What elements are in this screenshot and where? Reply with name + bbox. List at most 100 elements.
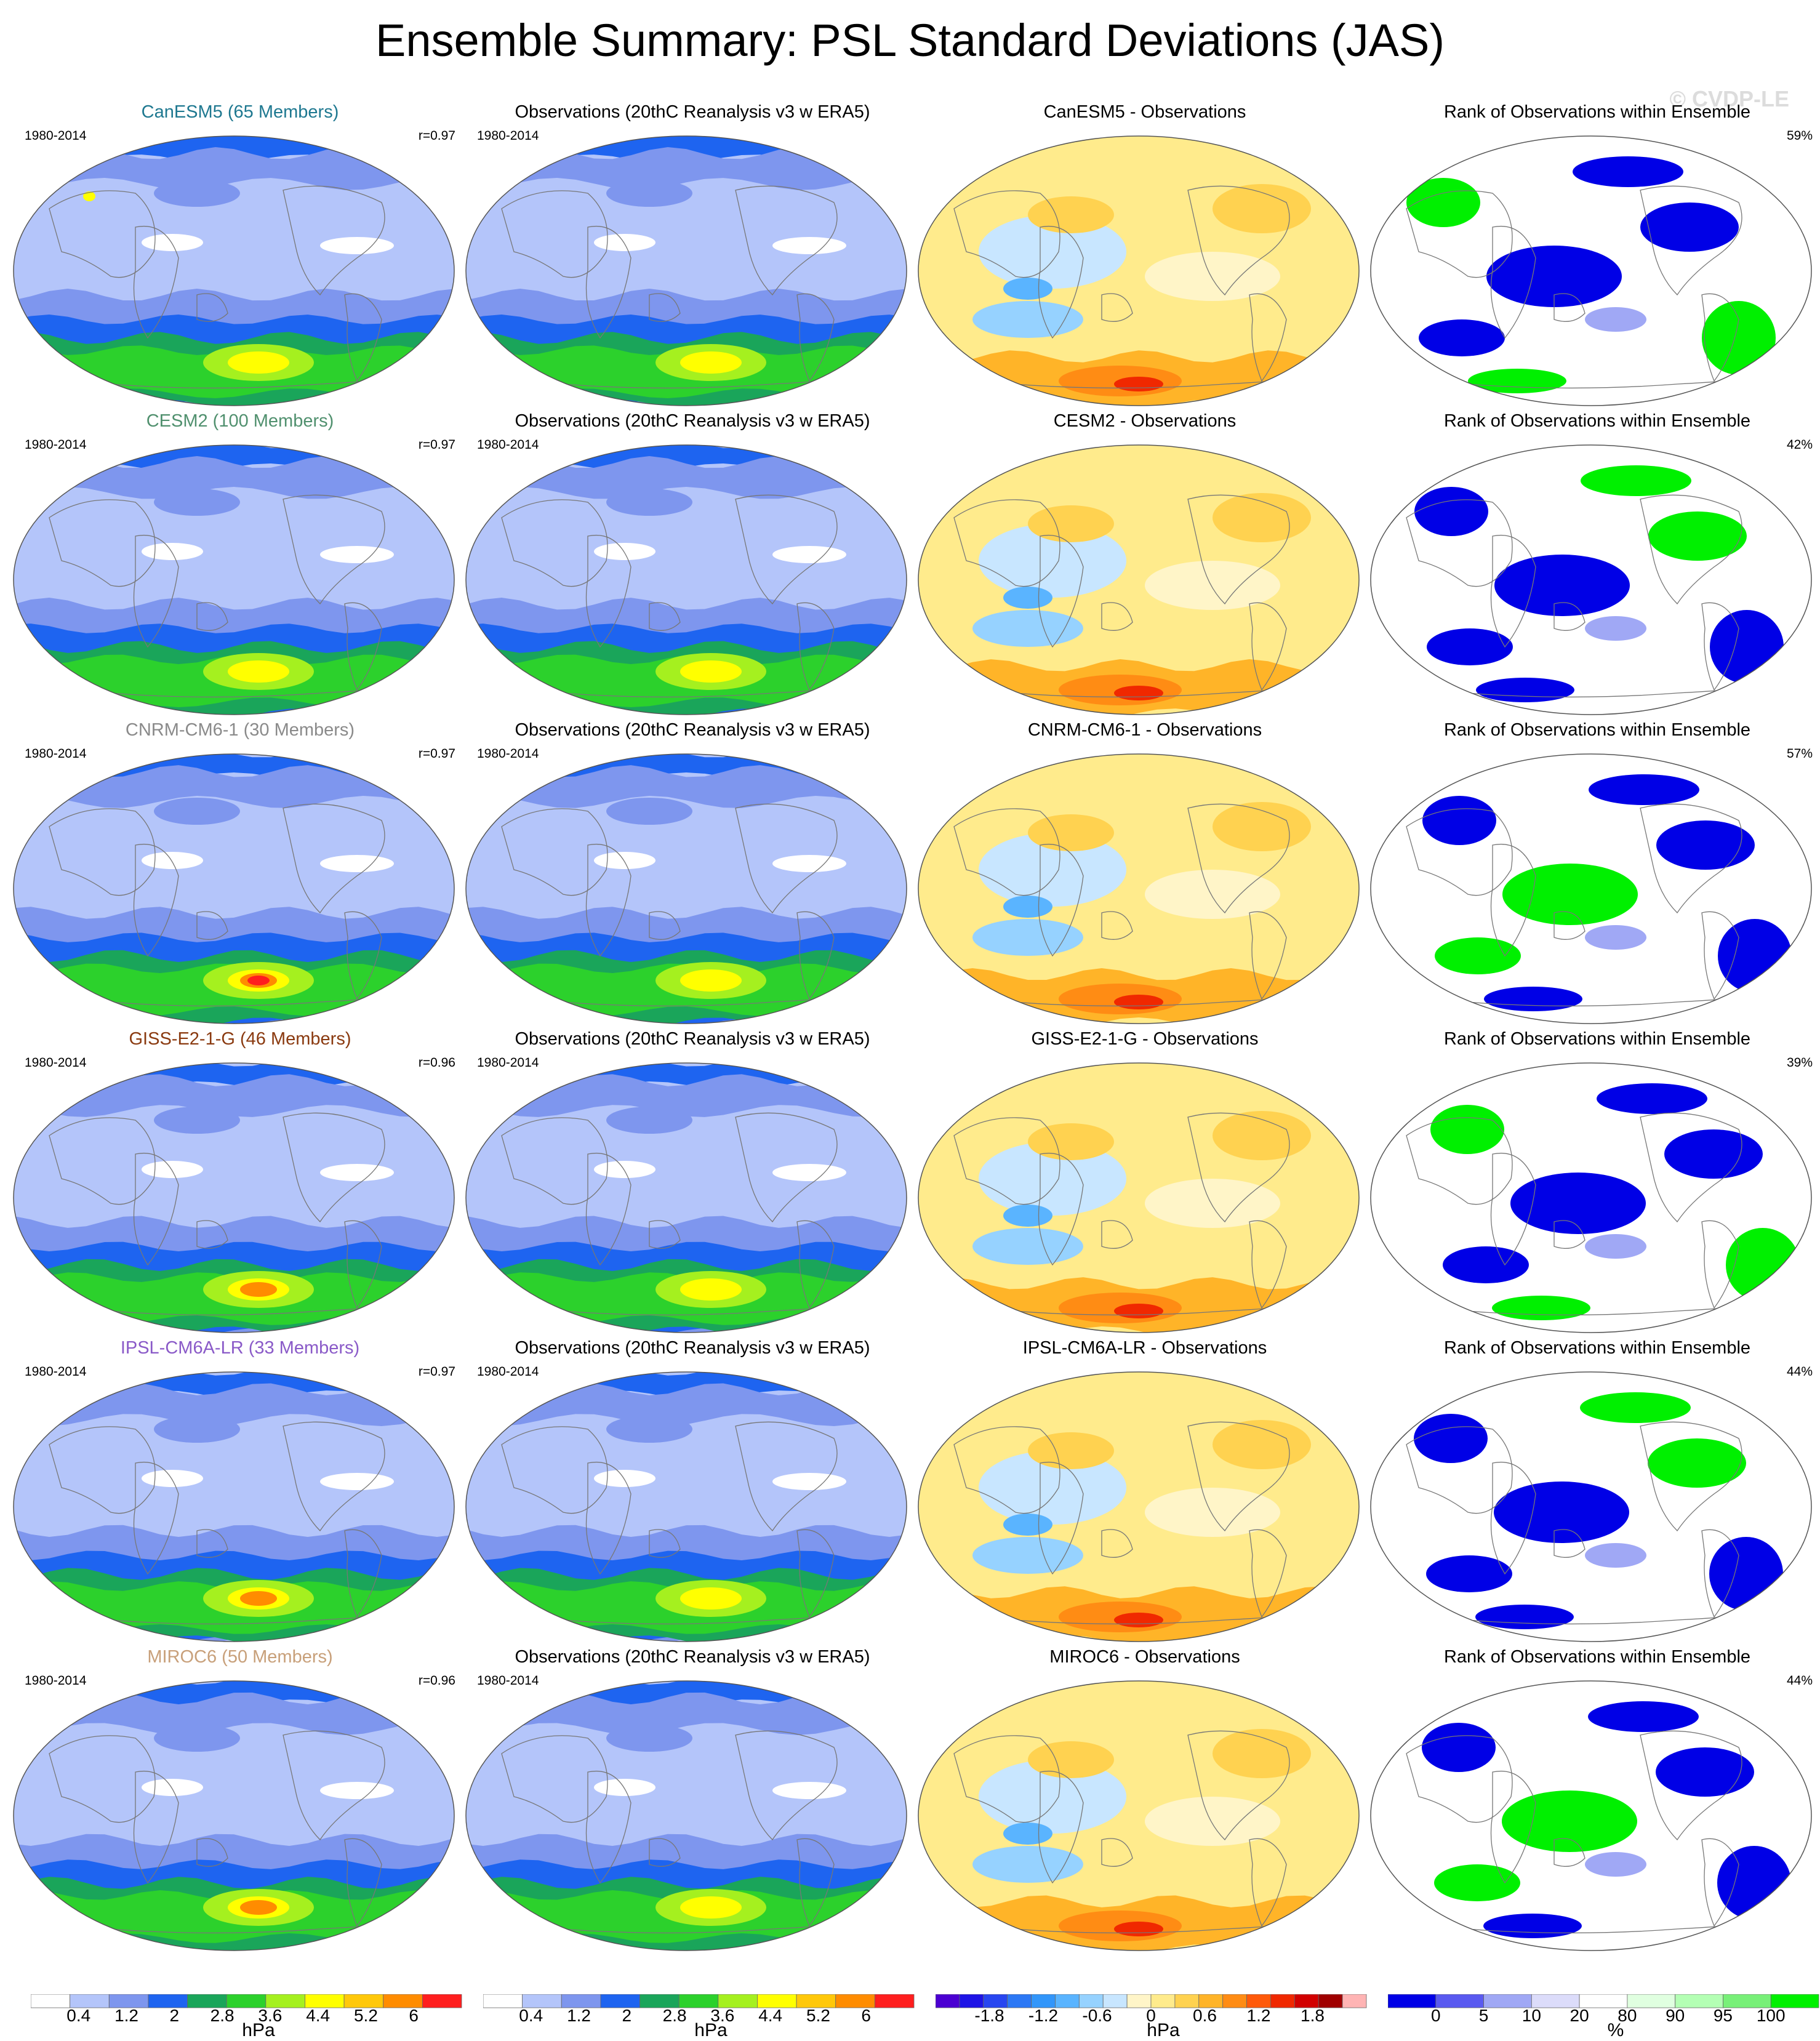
north-pacific-std-blob bbox=[154, 1107, 240, 1134]
coastline-segment bbox=[649, 1838, 681, 1867]
coastline-segment bbox=[1249, 293, 1287, 382]
coastline-segment bbox=[1640, 803, 1742, 914]
map-outline bbox=[13, 753, 455, 1024]
southern-std-peak bbox=[240, 1900, 277, 1915]
diff-panel-row-2: CESM2 - Observations bbox=[917, 411, 1373, 718]
period-label: 1980-2014 bbox=[477, 1365, 539, 1379]
rank-colorbar-swatch bbox=[1770, 1994, 1819, 2008]
coastline-segment bbox=[1249, 1220, 1287, 1309]
diff-map bbox=[918, 444, 1360, 715]
coastline-segment bbox=[1490, 1462, 1536, 1575]
rank-colorbar-tick-label: 80 bbox=[1618, 2006, 1637, 2022]
coastline-segment bbox=[196, 1838, 228, 1867]
diff-southern-max bbox=[1114, 1613, 1163, 1627]
coastline-segment bbox=[796, 1529, 835, 1618]
field-layer bbox=[466, 754, 907, 1024]
rank-patch bbox=[1718, 919, 1792, 993]
field-layer bbox=[14, 1681, 454, 1951]
std-colorbar-svg-model: 0.4 1.2 2 2.8 3.6 4.4 5.2 6 bbox=[30, 1994, 462, 2025]
std-colorbar-tick-label: 4.4 bbox=[306, 2006, 330, 2022]
coastline-segment bbox=[585, 1153, 631, 1266]
rank-panel-row-3: Rank of Observations within Ensemble 57% bbox=[1369, 720, 1820, 1027]
coastline-segment bbox=[344, 293, 382, 382]
diff-positive-patch bbox=[1213, 802, 1311, 851]
obs-map bbox=[465, 1062, 907, 1333]
obs-panel-row-1: Observations (20thC Reanalysis v3 w ERA5… bbox=[465, 102, 920, 409]
coastline-segment bbox=[1490, 1153, 1536, 1266]
coastline-segment bbox=[1406, 1735, 1513, 1823]
north-pacific-std-blob bbox=[606, 1107, 692, 1134]
model-map bbox=[13, 753, 455, 1024]
map-outline bbox=[1370, 1062, 1812, 1333]
diff-panel-row-1: CanESM5 - Observations bbox=[917, 102, 1373, 409]
model-map bbox=[13, 1062, 455, 1333]
north-pacific-std-blob bbox=[154, 489, 240, 516]
diff-panel-row-5: IPSL-CM6A-LR - Observations bbox=[917, 1337, 1373, 1645]
tropical-low-std-patch bbox=[142, 1161, 203, 1178]
std-colorbar-tick-label: 6 bbox=[409, 2006, 419, 2022]
period-label: 1980-2014 bbox=[477, 438, 539, 452]
rank-field-layer bbox=[1371, 1681, 1811, 1951]
coastline-segment bbox=[1701, 911, 1739, 1000]
std-colorbar-tick-label: 1.2 bbox=[567, 2006, 591, 2022]
map-outline bbox=[1370, 753, 1812, 1024]
diff-indian-negative bbox=[1003, 1822, 1052, 1845]
map-outline bbox=[13, 1062, 455, 1333]
std-colorbar-swatch bbox=[148, 1994, 188, 2008]
std-colorbar-tick-label: 2 bbox=[622, 2006, 632, 2022]
coastline-segment bbox=[1038, 844, 1084, 957]
rank-patch bbox=[1475, 1605, 1574, 1629]
coastline-segment bbox=[1187, 185, 1290, 296]
rank-colorbar-tick-label: 20 bbox=[1570, 2006, 1589, 2022]
diff-southern-max bbox=[1114, 377, 1163, 391]
rank-percentage: 59% bbox=[1786, 129, 1813, 143]
rank-patch bbox=[1640, 202, 1739, 252]
rank-patch bbox=[1648, 511, 1747, 561]
rank-patch bbox=[1427, 628, 1513, 665]
panel-title: IPSL-CM6A-LR - Observations bbox=[1022, 1338, 1267, 1358]
asia-std-spot bbox=[83, 191, 95, 201]
tropical-low-std-patch bbox=[594, 234, 655, 251]
std-colorbar-tick-label: 5.2 bbox=[806, 2006, 830, 2022]
southern-std-blob-7 bbox=[228, 351, 289, 374]
coastline-segment bbox=[1249, 911, 1287, 1000]
map-outline bbox=[1370, 444, 1812, 715]
rank-light-patch bbox=[1585, 1234, 1646, 1259]
field-layer bbox=[14, 1372, 454, 1642]
field-layer bbox=[14, 754, 454, 1024]
rank-patch bbox=[1422, 796, 1496, 845]
rank-colorbar-tick-label: 0 bbox=[1431, 2006, 1441, 2022]
coastlines bbox=[1406, 1730, 1789, 1934]
north-pacific-std-blob bbox=[606, 180, 692, 207]
diff-colorbar-swatch bbox=[1055, 1994, 1080, 2008]
field-layer bbox=[14, 136, 454, 406]
rank-patch bbox=[1494, 555, 1630, 616]
coastline-segment bbox=[796, 911, 835, 1000]
map-outline bbox=[13, 1371, 455, 1642]
coastline-segment bbox=[953, 190, 1060, 278]
diff-negative-patch bbox=[972, 919, 1083, 956]
model-map bbox=[13, 444, 455, 715]
std-colorbar-tick-label: 0.4 bbox=[66, 2006, 90, 2022]
coastline-segment bbox=[501, 808, 608, 896]
coastline-segment bbox=[1101, 1838, 1133, 1867]
coastline-segment bbox=[1187, 803, 1290, 914]
diff-panel-row-3: CNRM-CM6-1 - Observations bbox=[917, 720, 1373, 1027]
rank-colorbar-tick-label: 5 bbox=[1479, 2006, 1489, 2022]
panel-title: CESM2 (100 Members) bbox=[146, 411, 334, 431]
coastline-segment bbox=[735, 1730, 838, 1841]
rank-colorbar: 0 5 10 20 80 90 95 100 % bbox=[1387, 1994, 1820, 2040]
tropical-low-std-patch bbox=[772, 237, 846, 254]
map-outline bbox=[13, 1680, 455, 1951]
map-outline bbox=[918, 1680, 1360, 1951]
obs-panel-row-3: Observations (20thC Reanalysis v3 w ERA5… bbox=[465, 720, 920, 1027]
period-label: 1980-2014 bbox=[25, 1365, 87, 1379]
model-panel-row-1: CanESM5 (65 Members) 1980-2014 r=0.97 bbox=[12, 102, 468, 409]
pattern-correlation: r=0.97 bbox=[418, 747, 455, 761]
coastline-segment bbox=[1187, 1421, 1290, 1532]
coastline-segment bbox=[283, 1730, 385, 1841]
rank-percentage: 44% bbox=[1786, 1365, 1813, 1379]
coastline-segment bbox=[796, 293, 835, 382]
rank-light-patch bbox=[1585, 925, 1646, 950]
tropical-low-std-patch bbox=[772, 1164, 846, 1181]
